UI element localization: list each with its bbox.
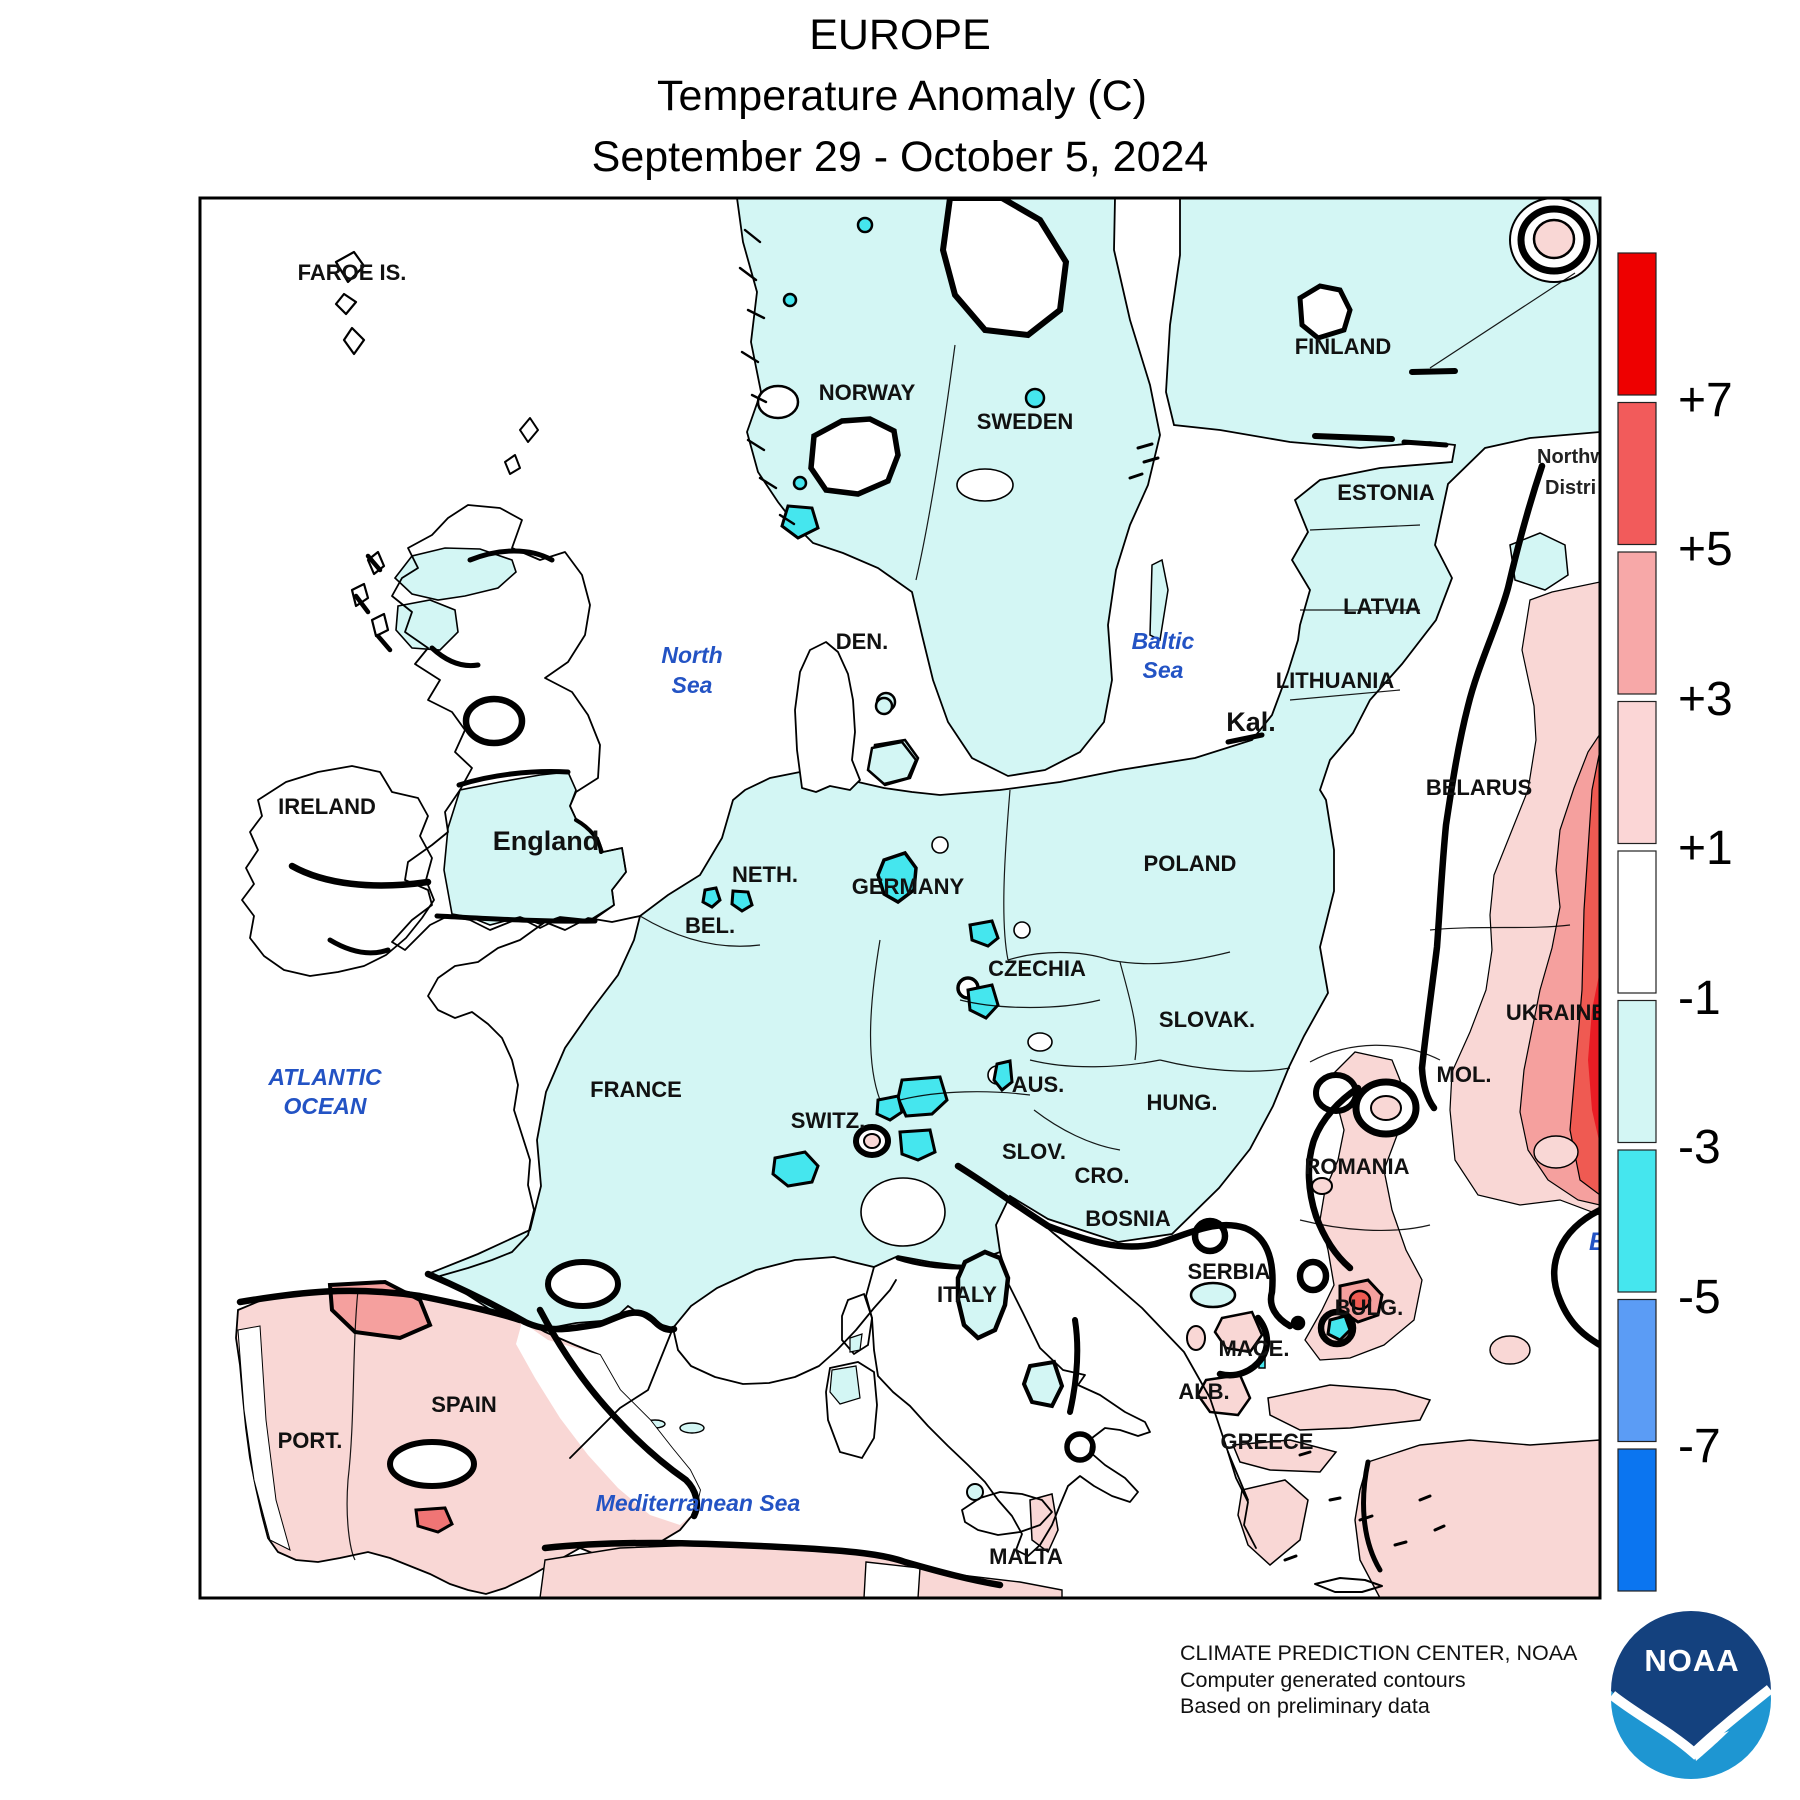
svg-text:MALTA: MALTA	[989, 1544, 1063, 1569]
svg-text:MACE.: MACE.	[1219, 1336, 1290, 1361]
svg-text:Northw: Northw	[1537, 446, 1606, 468]
svg-text:-5: -5	[1678, 1271, 1721, 1324]
svg-text:+1: +1	[1678, 822, 1733, 875]
svg-text:MOL.: MOL.	[1437, 1062, 1492, 1087]
svg-text:DEN.: DEN.	[836, 629, 889, 654]
svg-text:FRANCE: FRANCE	[590, 1077, 682, 1102]
svg-text:ATLANTIC: ATLANTIC	[267, 1064, 382, 1090]
svg-text:PORT.: PORT.	[278, 1428, 343, 1453]
svg-text:NETH.: NETH.	[732, 862, 798, 887]
svg-text:GREECE: GREECE	[1221, 1429, 1314, 1454]
svg-text:Computer generated contours: Computer generated contours	[1180, 1668, 1466, 1692]
svg-text:ESTONIA: ESTONIA	[1337, 480, 1435, 505]
svg-text:SPAIN: SPAIN	[431, 1392, 497, 1417]
svg-text:CLIMATE PREDICTION CENTER, NOA: CLIMATE PREDICTION CENTER, NOAA	[1180, 1641, 1578, 1665]
svg-text:LITHUANIA: LITHUANIA	[1276, 668, 1395, 693]
svg-text:SERBIA: SERBIA	[1187, 1259, 1270, 1284]
svg-text:-7: -7	[1678, 1420, 1721, 1473]
svg-text:AUS.: AUS.	[1012, 1072, 1065, 1097]
svg-text:ALB.: ALB.	[1178, 1379, 1229, 1404]
svg-text:SLOVAK.: SLOVAK.	[1159, 1007, 1255, 1032]
svg-text:BELARUS: BELARUS	[1426, 775, 1532, 800]
svg-text:FINLAND: FINLAND	[1295, 334, 1392, 359]
svg-text:LATVIA: LATVIA	[1343, 594, 1421, 619]
svg-text:B: B	[1589, 1228, 1607, 1256]
svg-text:+3: +3	[1678, 673, 1733, 726]
svg-text:HUNG.: HUNG.	[1147, 1090, 1218, 1115]
svg-text:Based on preliminary data: Based on preliminary data	[1180, 1694, 1430, 1718]
svg-text:+7: +7	[1678, 374, 1733, 427]
svg-text:BEL.: BEL.	[685, 913, 735, 938]
svg-text:Distri: Distri	[1545, 477, 1596, 499]
svg-text:Kal.: Kal.	[1226, 707, 1276, 737]
svg-text:ROMANIA: ROMANIA	[1304, 1154, 1409, 1179]
svg-text:Baltic: Baltic	[1132, 628, 1195, 654]
svg-text:-3: -3	[1678, 1121, 1721, 1174]
svg-text:CZECHIA: CZECHIA	[988, 956, 1086, 981]
svg-text:SWEDEN: SWEDEN	[977, 409, 1074, 434]
svg-text:Sea: Sea	[672, 672, 713, 698]
svg-text:SWITZ.: SWITZ.	[791, 1108, 866, 1133]
svg-text:BOSNIA: BOSNIA	[1085, 1206, 1171, 1231]
svg-text:IRELAND: IRELAND	[278, 794, 376, 819]
svg-text:NOAA: NOAA	[1644, 1643, 1739, 1678]
svg-text:England: England	[493, 826, 600, 856]
svg-text:ITALY: ITALY	[937, 1282, 997, 1307]
svg-text:FAROE IS.: FAROE IS.	[298, 260, 407, 285]
svg-text:+5: +5	[1678, 523, 1733, 576]
svg-text:Temperature Anomaly (C): Temperature Anomaly (C)	[657, 72, 1147, 120]
svg-text:UKRAINE: UKRAINE	[1506, 1000, 1606, 1025]
svg-text:Sea: Sea	[1143, 657, 1184, 683]
svg-text:-1: -1	[1678, 972, 1721, 1025]
svg-text:GERMANY: GERMANY	[852, 874, 965, 899]
svg-text:OCEAN: OCEAN	[283, 1093, 366, 1119]
svg-text:September 29 - October 5, 2024: September 29 - October 5, 2024	[592, 133, 1209, 181]
svg-text:BULG.: BULG.	[1335, 1295, 1403, 1320]
svg-text:SLOV.: SLOV.	[1002, 1139, 1066, 1164]
svg-text:Mediterranean Sea: Mediterranean Sea	[596, 1490, 801, 1516]
svg-text:POLAND: POLAND	[1144, 851, 1237, 876]
svg-text:NORWAY: NORWAY	[819, 380, 916, 405]
svg-text:EUROPE: EUROPE	[809, 11, 991, 59]
svg-text:CRO.: CRO.	[1075, 1163, 1130, 1188]
svg-text:North: North	[661, 642, 722, 668]
